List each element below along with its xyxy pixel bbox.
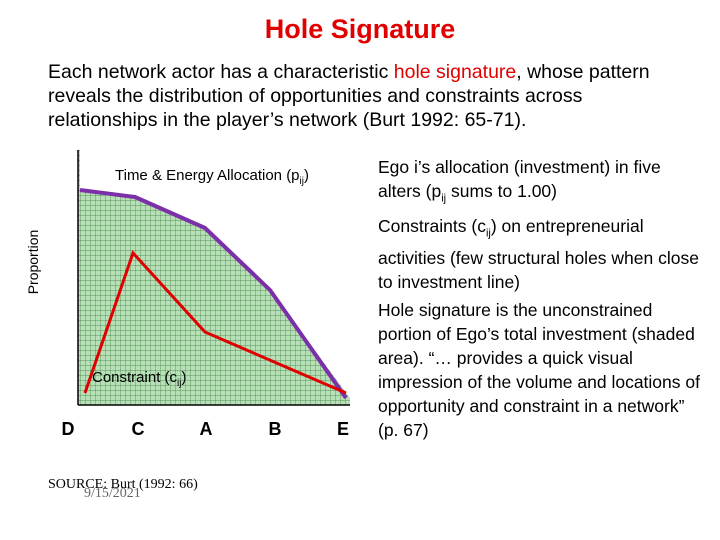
allocation-label: Time & Energy Allocation (pij) xyxy=(115,167,309,187)
y-axis-label: Proportion xyxy=(25,230,41,295)
note-sub: ij xyxy=(441,192,447,205)
note-sub: ij xyxy=(485,227,491,240)
category-label: A xyxy=(200,419,213,439)
allocation-line xyxy=(79,188,348,400)
note-part: sums to 1.00) xyxy=(446,181,557,201)
constraint-line xyxy=(83,250,347,395)
hole-signature-area xyxy=(80,190,346,398)
date: 9/15/2021 xyxy=(84,486,141,501)
note: Hole signature is the unconstrained port… xyxy=(378,298,708,442)
note: Ego i’s allocation (investment) in five … xyxy=(378,155,708,211)
label-part: Constraint (c xyxy=(92,369,178,386)
label-part: ) xyxy=(304,167,309,184)
label-part: ) xyxy=(181,369,186,386)
label-sub: ij xyxy=(177,378,181,389)
intro-highlight: hole signature xyxy=(393,61,517,83)
category-label: E xyxy=(337,419,349,439)
intro-text: Each network actor has a characteristic … xyxy=(48,60,688,132)
label-part: Time & Energy Allocation (p xyxy=(115,167,300,184)
note-part: Constraints (c xyxy=(378,216,486,236)
note: Constraints (cij) on entrepreneurial act… xyxy=(378,214,708,294)
note-part: ) on entrepreneurial activities (few str… xyxy=(378,216,699,292)
category-label: D xyxy=(62,419,75,439)
category-label: B xyxy=(269,419,282,439)
title: Hole Signature xyxy=(264,14,456,44)
intro-text-part: , whose pattern reveals the distribution… xyxy=(48,61,650,131)
label-sub: ij xyxy=(300,176,304,187)
note-part: Ego i’s allocation (investment) in five … xyxy=(378,157,661,201)
source: SOURCE: Burt (1992: 66) xyxy=(48,477,198,492)
intro-text-part: Each network actor has a characteristic xyxy=(48,61,394,83)
category-label: C xyxy=(132,419,145,439)
note-part: Hole signature is the unconstrained port… xyxy=(378,300,700,440)
constraint-label: Constraint (cij) xyxy=(92,369,186,389)
